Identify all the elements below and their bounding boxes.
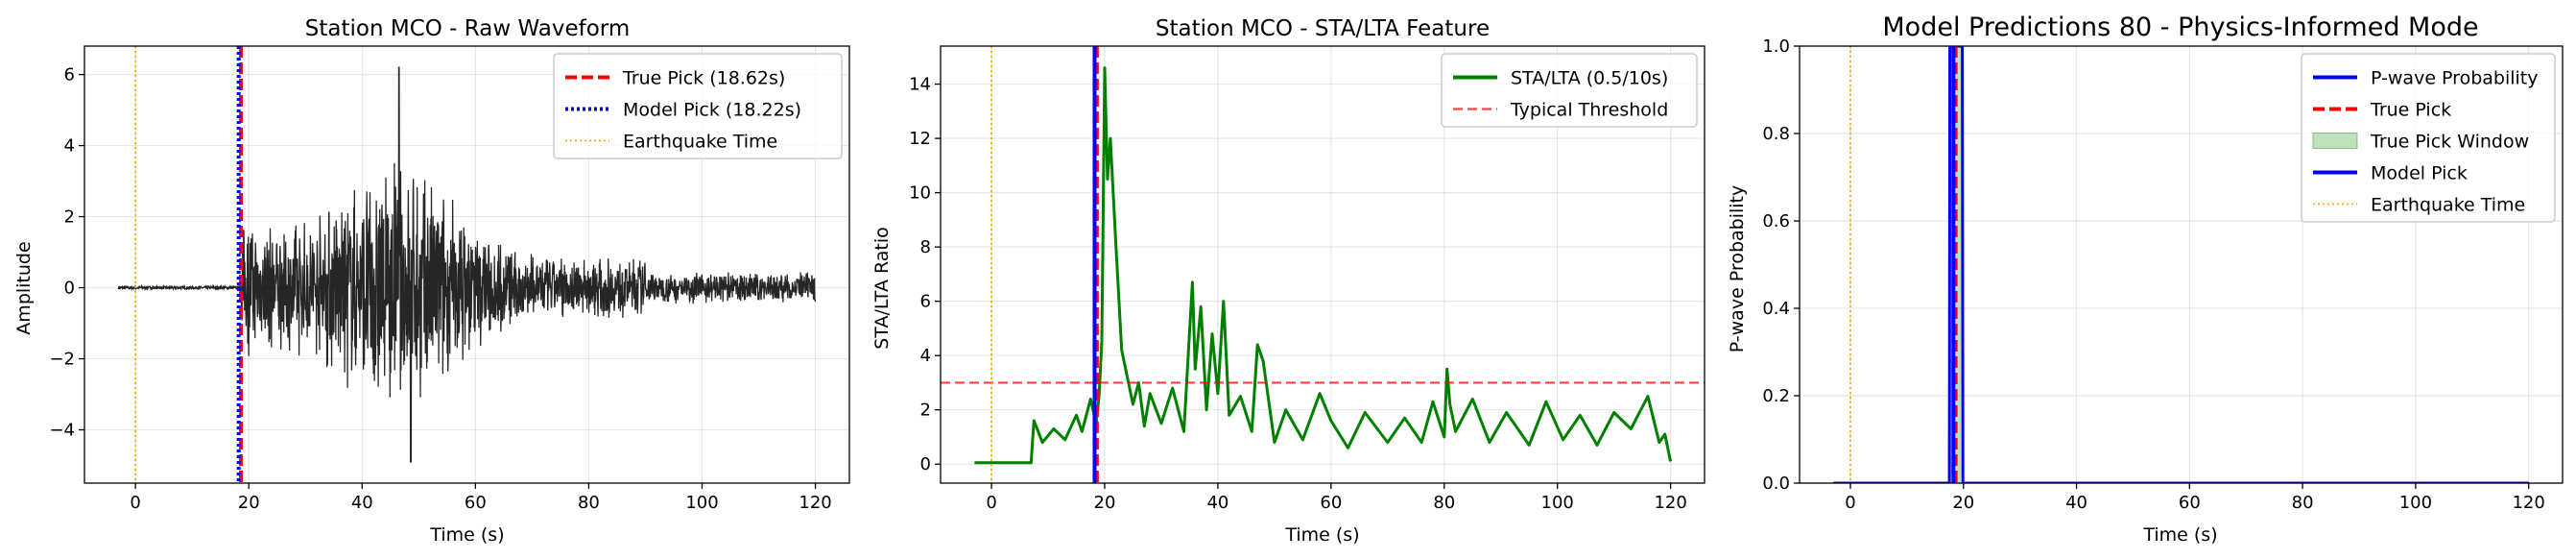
plot-frame	[1799, 45, 2564, 484]
x-tick-label: 20	[1094, 493, 1116, 513]
x-tick-label: 100	[2399, 493, 2432, 513]
axes-layer: 0 20 40 60 80 100 120 0.0 0.2 0.4 0.6 0.8 1.0	[1762, 36, 2564, 513]
chart-panel-model-predictions: 0 20 40 60 80 100 120 0.0 0.2 0.4 0.6 0.8 1.0 Model …	[1727, 12, 2564, 546]
legend-label: Earthquake Time	[623, 132, 777, 153]
legend-label: True Pick (18.62s)	[622, 68, 785, 89]
x-tick-label: 120	[2512, 493, 2544, 513]
y-tick-label: 0.8	[1762, 124, 1790, 144]
y-axis-label: P-wave Probability	[1727, 185, 1748, 353]
x-tick-label: 60	[1320, 493, 1342, 513]
y-tick-label: 2	[64, 207, 75, 228]
y-tick-label: 0.4	[1762, 299, 1790, 319]
x-axis-label: Time (s)	[1284, 524, 1359, 546]
x-tick-label: 20	[1952, 493, 1974, 513]
x-tick-label: 80	[1433, 493, 1455, 513]
x-tick-label: 0	[986, 493, 996, 513]
y-tick-label: 10	[909, 183, 931, 204]
x-axis-label: Time (s)	[2142, 524, 2217, 546]
y-tick-label: 4	[64, 136, 75, 157]
axes-layer: 0 20 40 60 80 100 120 0 2 4 6 8 10 12 14	[909, 45, 1705, 513]
x-tick-label: 60	[465, 493, 487, 513]
data-layer	[117, 66, 817, 463]
y-tick-label: 0.0	[1762, 474, 1790, 494]
x-tick-label: 80	[2292, 493, 2314, 513]
x-tick-label: 100	[685, 493, 718, 513]
y-tick-label: 0	[64, 279, 75, 299]
chart-title: Model Predictions 80 - Physics-Informed …	[1882, 12, 2478, 42]
y-tick-label: 0	[920, 454, 931, 474]
legend: P-wave Probability True Pick True Pick Win…	[2301, 53, 2556, 223]
y-tick-label: 2	[920, 401, 931, 421]
series-line	[974, 66, 1673, 465]
data-layer	[974, 66, 1673, 465]
legend-label: Model Pick (18.22s)	[623, 100, 801, 121]
x-tick-label: 60	[2179, 493, 2201, 513]
chart-title: Station MCO - STA/LTA Feature	[1156, 16, 1490, 41]
legend-frame	[2301, 53, 2556, 223]
y-tick-label: 12	[909, 129, 931, 149]
plot-frame	[940, 45, 1705, 484]
y-tick-label: 8	[920, 237, 931, 257]
legend-frame	[553, 53, 843, 159]
x-tick-label: 80	[578, 493, 600, 513]
y-tick-label: 0.6	[1762, 211, 1790, 231]
x-tick-label: 40	[1206, 493, 1228, 513]
legend: True Pick (18.62s) Model Pick (18.22s) Ear…	[553, 53, 843, 159]
legend-frame	[1441, 53, 1698, 128]
y-tick-label: 6	[920, 292, 931, 312]
y-tick-label: −4	[49, 421, 75, 441]
x-tick-label: 120	[799, 493, 831, 513]
x-tick-label: 100	[1541, 493, 1574, 513]
legend: STA/LTA (0.5/10s) Typical Threshold	[1441, 53, 1698, 128]
x-tick-label: 0	[1845, 493, 1855, 513]
legend-swatch	[2312, 133, 2358, 149]
y-tick-label: 6	[64, 65, 75, 85]
waveform-line	[117, 66, 817, 463]
chart-panel-raw-waveform: 0 20 40 60 80 100 120 −4 −2 0 2 4 6 Station MCO - Ra…	[13, 16, 850, 546]
y-tick-label: 1.0	[1762, 36, 1790, 57]
y-tick-label: 14	[909, 75, 931, 95]
legend-label: Earthquake Time	[2371, 195, 2525, 216]
chart-title: Station MCO - Raw Waveform	[305, 16, 630, 41]
y-axis-label: Amplitude	[13, 241, 35, 334]
reference-lines-layer	[941, 46, 1705, 483]
x-tick-label: 120	[1654, 493, 1686, 513]
reference-lines-layer	[1849, 46, 1958, 483]
x-tick-label: 40	[2065, 493, 2087, 513]
grid-layer	[941, 46, 1705, 483]
chart-panel-sta-lta: 0 20 40 60 80 100 120 0 2 4 6 8 10 12 14 Station MCO -…	[871, 16, 1705, 546]
legend-label: True Pick	[2370, 100, 2451, 121]
x-tick-label: 20	[238, 493, 260, 513]
reference-lines-layer	[134, 46, 244, 483]
x-axis-label: Time (s)	[429, 524, 504, 546]
plot-frame	[83, 45, 850, 484]
legend-label: P-wave Probability	[2371, 68, 2539, 89]
y-axis-label: STA/LTA Ratio	[871, 227, 893, 350]
legend-label: STA/LTA (0.5/10s)	[1511, 68, 1668, 89]
y-tick-label: 4	[920, 346, 931, 366]
legend-label: True Pick Window	[2370, 132, 2529, 153]
x-tick-label: 40	[351, 493, 373, 513]
x-tick-label: 0	[130, 493, 140, 513]
legend-label: Typical Threshold	[1510, 100, 1668, 121]
legend-label: Model Pick	[2371, 163, 2468, 184]
y-tick-label: 0.2	[1762, 386, 1790, 406]
y-tick-label: −2	[49, 350, 75, 370]
axes-layer: 0 20 40 60 80 100 120 −4 −2 0 2 4 6	[49, 45, 850, 513]
